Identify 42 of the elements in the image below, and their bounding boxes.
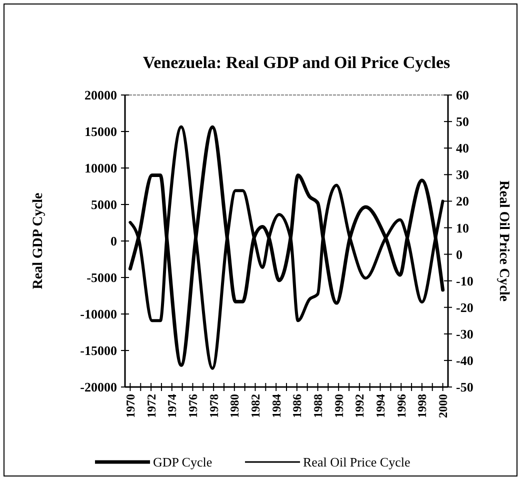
y-tick-label: -10000 — [80, 306, 117, 322]
y2-tick-label: 50 — [456, 114, 469, 130]
y-tick-label: 10000 — [84, 160, 117, 176]
y-tick-label: -20000 — [80, 380, 117, 395]
x-tick-label: 1994 — [373, 394, 388, 418]
y2-tick-label: -40 — [456, 353, 474, 368]
x-tick-label: 1990 — [332, 394, 346, 418]
y2-tick-label: 10 — [456, 220, 469, 236]
y-tick-label: 0 — [110, 234, 117, 249]
y2-tick-label: 40 — [456, 140, 469, 156]
y2-tick-label: -50 — [456, 380, 474, 395]
x-tick-label: 1970 — [123, 394, 138, 418]
x-tick-label: 1972 — [144, 394, 158, 418]
y-tick-label: 15000 — [84, 124, 117, 140]
y-axis-title: Real GDP Cycle — [31, 192, 46, 290]
y2-tick-label: 60 — [456, 88, 469, 103]
y2-axis-title: Real Oil Price Cycle — [496, 180, 511, 302]
x-tick-label: 1998 — [415, 394, 430, 418]
y2-tick-label: -10 — [456, 273, 474, 288]
x-tick-label: 1988 — [310, 394, 325, 418]
y2-tick-label: -30 — [456, 326, 474, 342]
legend-label: GDP Cycle — [153, 454, 212, 470]
x-tick-label: 1980 — [228, 394, 242, 418]
y2-tick-label: 30 — [456, 167, 469, 182]
y-tick-label: 5000 — [91, 197, 117, 212]
x-tick-label: 1982 — [248, 394, 262, 418]
y-tick-label: -5000 — [86, 270, 117, 286]
y2-tick-label: 0 — [456, 246, 462, 262]
x-tick-label: 1978 — [206, 394, 221, 418]
y-tick-label: 20000 — [84, 88, 117, 103]
x-tick-label: 1976 — [186, 394, 200, 418]
y-tick-label: -15000 — [80, 343, 117, 358]
legend-label: Real Oil Price Cycle — [303, 454, 410, 470]
x-tick-label: 1986 — [290, 394, 304, 418]
x-tick-label: 1974 — [165, 394, 180, 418]
x-tick-label: 1992 — [352, 394, 367, 418]
x-tick-label: 2000 — [436, 394, 450, 418]
y2-tick-label: -20 — [456, 300, 474, 315]
chart-title: Venezuela: Real GDP and Oil Price Cycles — [142, 53, 450, 72]
y2-tick-label: 20 — [456, 194, 469, 209]
x-tick-label: 1984 — [269, 394, 284, 418]
x-tick-label: 1996 — [394, 394, 408, 418]
